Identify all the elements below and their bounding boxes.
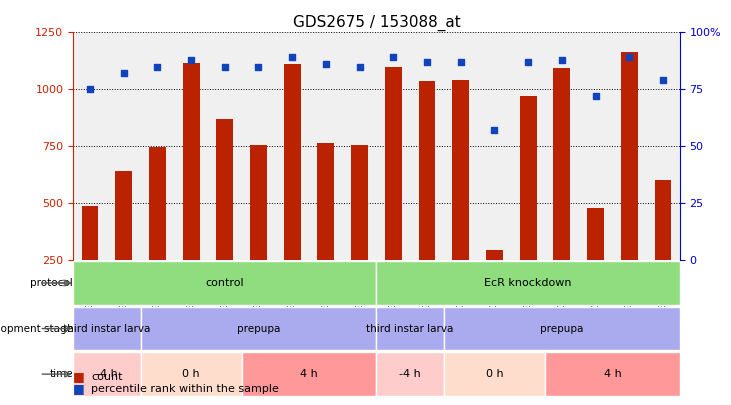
Text: prepupa: prepupa xyxy=(237,324,280,334)
Text: EcR knockdown: EcR knockdown xyxy=(485,278,572,288)
Text: third instar larva: third instar larva xyxy=(366,324,454,334)
Point xyxy=(354,63,366,70)
Bar xyxy=(520,96,537,260)
Text: prepupa: prepupa xyxy=(540,324,583,334)
Text: percentile rank within the sample: percentile rank within the sample xyxy=(91,384,279,394)
Text: 4 h: 4 h xyxy=(604,369,621,379)
Bar xyxy=(115,171,132,260)
FancyBboxPatch shape xyxy=(376,307,444,350)
Point xyxy=(219,63,231,70)
Title: GDS2675 / 153088_at: GDS2675 / 153088_at xyxy=(292,15,461,31)
Point xyxy=(455,59,466,65)
FancyBboxPatch shape xyxy=(73,307,140,350)
Bar xyxy=(284,64,300,260)
Text: -4 h: -4 h xyxy=(96,369,118,379)
Bar xyxy=(183,63,200,260)
FancyBboxPatch shape xyxy=(140,352,242,396)
Bar xyxy=(419,81,436,260)
Point xyxy=(624,54,635,61)
Point xyxy=(185,56,197,63)
Text: control: control xyxy=(205,278,244,288)
FancyBboxPatch shape xyxy=(242,352,376,396)
FancyBboxPatch shape xyxy=(545,352,680,396)
FancyBboxPatch shape xyxy=(444,352,545,396)
Text: ■: ■ xyxy=(73,382,85,395)
Point xyxy=(320,61,332,68)
FancyBboxPatch shape xyxy=(140,307,376,350)
Text: ■: ■ xyxy=(73,370,85,383)
Point xyxy=(488,127,500,134)
Point xyxy=(253,63,265,70)
Bar xyxy=(216,119,233,260)
Text: 4 h: 4 h xyxy=(300,369,318,379)
FancyBboxPatch shape xyxy=(376,261,680,305)
Point xyxy=(387,54,399,61)
Point xyxy=(590,93,602,100)
FancyBboxPatch shape xyxy=(73,352,140,396)
Bar xyxy=(317,143,334,260)
Point xyxy=(118,70,129,77)
Bar xyxy=(621,52,637,260)
Text: protocol: protocol xyxy=(31,278,73,288)
FancyBboxPatch shape xyxy=(444,307,680,350)
Point xyxy=(556,56,568,63)
Text: 0 h: 0 h xyxy=(182,369,200,379)
Point xyxy=(657,77,669,83)
Text: count: count xyxy=(91,372,123,382)
Bar xyxy=(82,205,99,260)
Bar xyxy=(452,80,469,260)
Point xyxy=(84,86,96,93)
Bar xyxy=(587,208,604,260)
Bar xyxy=(553,68,570,260)
FancyBboxPatch shape xyxy=(73,261,376,305)
Bar xyxy=(250,145,267,260)
Point xyxy=(287,54,298,61)
Bar xyxy=(351,145,368,260)
Text: time: time xyxy=(50,369,73,379)
Bar xyxy=(486,250,503,260)
Text: -4 h: -4 h xyxy=(399,369,421,379)
Bar xyxy=(385,66,402,260)
Point xyxy=(421,59,433,65)
Point xyxy=(151,63,163,70)
Text: 0 h: 0 h xyxy=(485,369,503,379)
Text: development stage: development stage xyxy=(0,324,73,334)
Text: third instar larva: third instar larva xyxy=(63,324,151,334)
FancyBboxPatch shape xyxy=(376,352,444,396)
Bar xyxy=(654,181,671,260)
Bar xyxy=(149,147,166,260)
Point xyxy=(522,59,534,65)
